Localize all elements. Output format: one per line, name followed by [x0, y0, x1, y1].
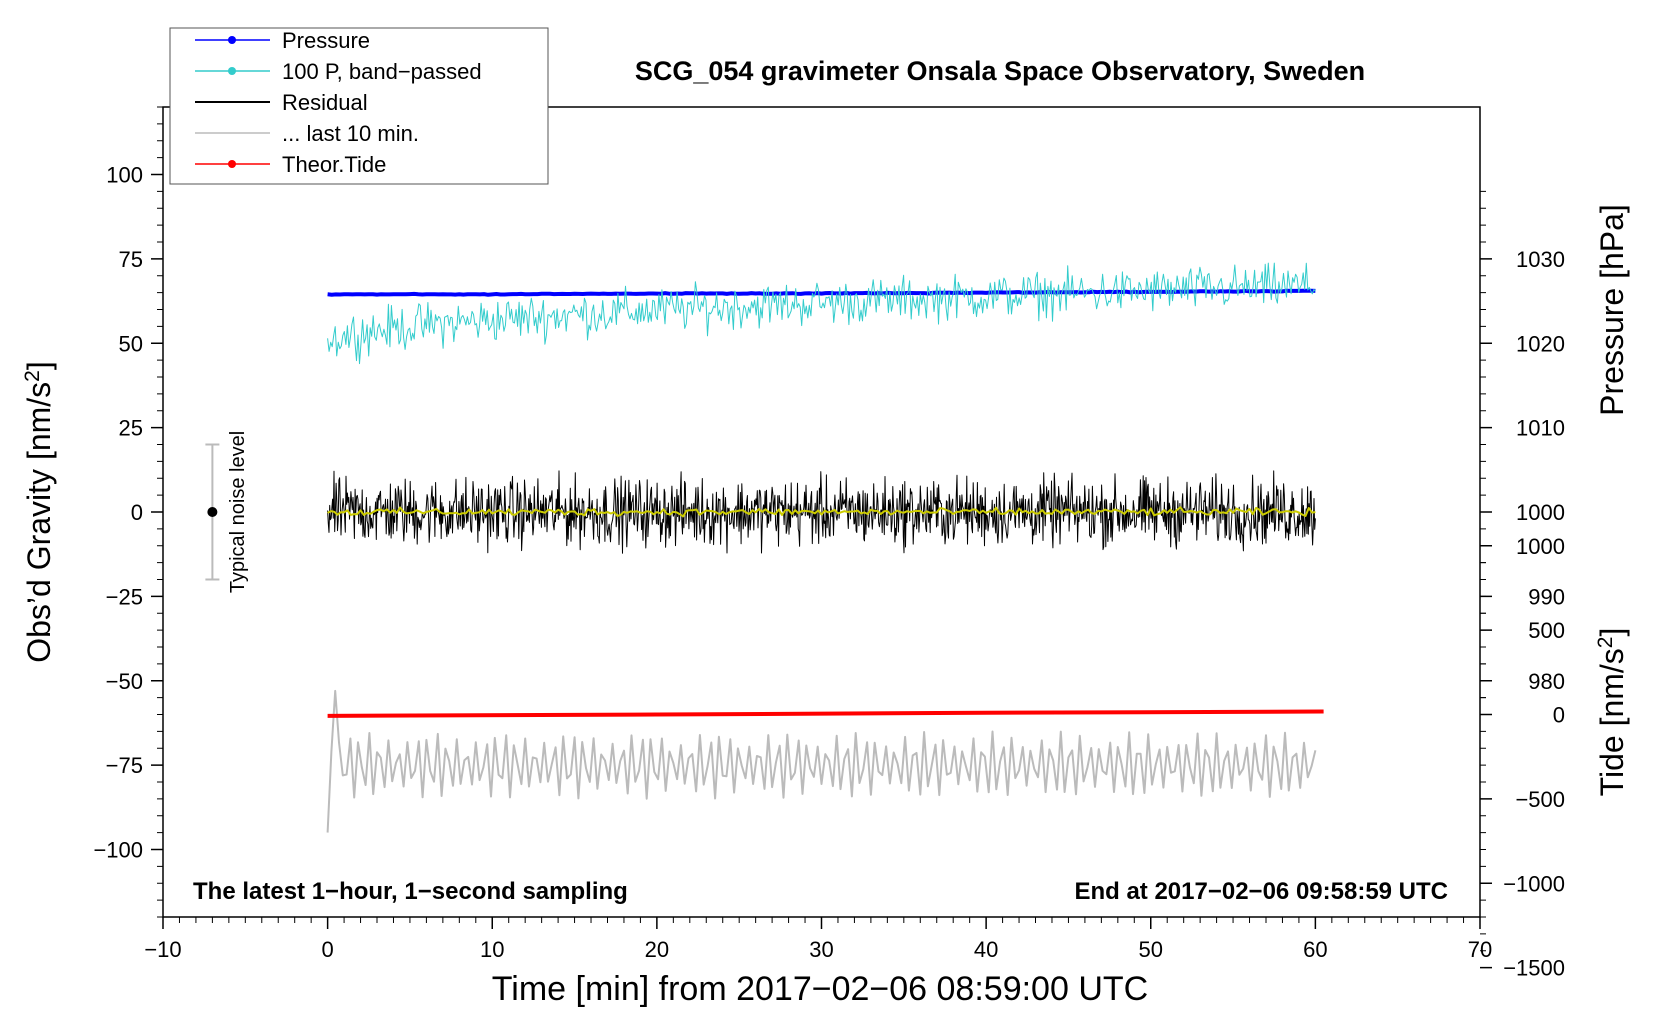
y-tide-tick-label: −1000 — [1503, 871, 1565, 896]
y-pressure-tick-label: 980 — [1528, 669, 1565, 694]
y-axis-label-gravity-main: Obs’d Gravity [nm/s — [21, 382, 57, 663]
y-tide-tick-label: 0 — [1553, 703, 1565, 728]
noise-level-indicator: Typical noise level — [205, 431, 249, 593]
axes-layer: −10 0 10 20 30 40 50 60 701007550250−25−50−75−10… — [93, 106, 1565, 981]
series-layer — [326, 262, 1324, 833]
noise-center-dot — [207, 507, 218, 517]
legend-label: Pressure — [282, 28, 370, 53]
y-pressure-tick-label: 1020 — [1516, 331, 1565, 356]
noise-level-label: Typical noise level — [227, 431, 249, 593]
y-tide-tick-label: 500 — [1528, 618, 1565, 643]
y-left-tick-label: 50 — [119, 331, 143, 356]
y-left-tick-label: −25 — [106, 584, 143, 609]
x-tick-label: 30 — [809, 937, 833, 962]
y-left-tick-label: 25 — [119, 416, 143, 441]
series-residual — [327, 470, 1316, 554]
y-tide-tick-label: −1500 — [1503, 956, 1565, 981]
y-axis-label-pressure: Pressure [hPa] — [1594, 204, 1630, 416]
series-last-10-min — [326, 689, 1317, 833]
x-tick-label: 0 — [322, 937, 334, 962]
y-left-tick-label: 100 — [106, 163, 143, 188]
y-axis-label-tide-end: ] — [1594, 628, 1630, 637]
x-tick-label: 70 — [1468, 937, 1492, 962]
y-left-tick-label: −75 — [106, 753, 143, 778]
y-tide-tick-label: 1000 — [1516, 534, 1565, 559]
y-axis-label-tide: Tide [nm/s2] — [1594, 628, 1631, 797]
legend-marker — [228, 67, 236, 75]
legend-box — [169, 27, 549, 185]
y-pressure-tick-label: 990 — [1528, 584, 1565, 609]
x-tick-label: 20 — [645, 937, 669, 962]
chart-title: SCG_054 gravimeter Onsala Space Observat… — [635, 56, 1365, 86]
legend: Pressure 100 P, band−passed Residual ... la… — [169, 27, 549, 185]
legend-label: Theor.Tide — [282, 152, 386, 177]
y-axis-label-gravity-end: ] — [21, 361, 57, 370]
annotation-latest-hour: The latest 1−hour, 1−second sampling — [193, 878, 628, 905]
y-tide-tick-label: −500 — [1515, 787, 1565, 812]
legend-marker — [228, 36, 236, 44]
series-100-p-band-passed — [327, 262, 1316, 365]
legend-label: Residual — [282, 90, 368, 115]
y-axis-label-gravity: Obs’d Gravity [nm/s2] — [21, 361, 58, 663]
series-smoothed-residual — [327, 506, 1316, 518]
y-pressure-tick-label: 1000 — [1516, 500, 1565, 525]
y-axis-label-gravity-sup: 2 — [21, 370, 44, 382]
y-axis-label-tide-main: Tide [nm/s — [1594, 648, 1630, 796]
series-theor-tide — [327, 709, 1324, 718]
y-axis-label-tide-sup: 2 — [1594, 637, 1617, 649]
x-tick-label: 10 — [480, 937, 504, 962]
series-pressure — [327, 288, 1316, 297]
y-left-tick-label: −100 — [93, 838, 143, 863]
y-left-tick-label: 75 — [119, 247, 143, 272]
y-left-tick-label: −50 — [106, 669, 143, 694]
annotation-end-time: End at 2017−02−06 09:58:59 UTC — [1074, 878, 1448, 905]
legend-marker — [228, 160, 236, 168]
legend-label: ... last 10 min. — [282, 121, 419, 146]
x-axis-label: Time [min] from 2017−02−06 08:59:00 UTC — [492, 970, 1148, 1008]
x-tick-label: −10 — [144, 937, 181, 962]
x-tick-label: 60 — [1303, 937, 1327, 962]
y-pressure-tick-label: 1030 — [1516, 247, 1565, 272]
legend-label: 100 P, band−passed — [282, 59, 482, 84]
y-left-tick-label: 0 — [131, 500, 143, 525]
y-pressure-tick-label: 1010 — [1516, 416, 1565, 441]
x-tick-label: 50 — [1139, 937, 1163, 962]
x-tick-label: 40 — [974, 937, 998, 962]
